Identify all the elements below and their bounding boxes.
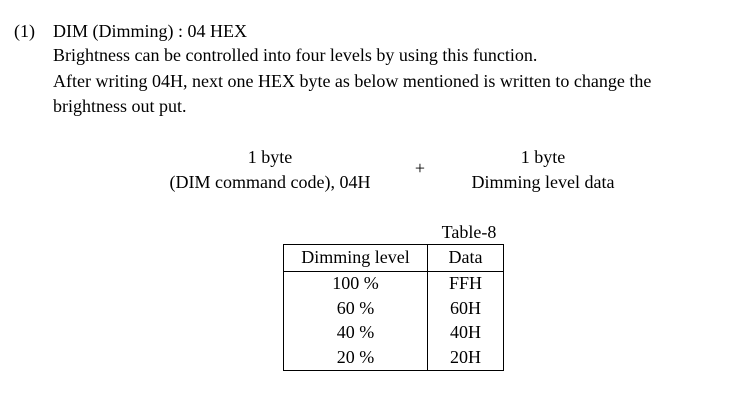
column-header-dimming-level: Dimming level [283,244,428,272]
dimming-level-cell: 100 % [332,273,379,294]
description-line: brightness out put. [53,96,187,116]
data-cell: FFH [427,271,504,297]
item-number: (1) [14,21,35,41]
table-row: 20 % 20H [284,345,504,371]
section-heading: DIM (Dimming) : 04 HEX [53,21,247,41]
data-byte-size: 1 byte [520,147,566,167]
data-cell: 60H [427,296,504,321]
data-byte-description: Dimming level data [471,172,615,192]
description-line: Brightness can be controlled into four l… [53,45,538,65]
description-line: After writing 04H, next one HEX byte as … [53,71,652,91]
table-header-row: Dimming level Data [283,244,504,272]
command-byte-size: 1 byte [247,147,293,167]
data-cell: 20H [427,345,504,371]
table-row: 60 % 60H [284,296,504,321]
data-cell: 40H [427,321,504,346]
table-caption: Table-8 [441,222,497,242]
table-row: 40 % 40H [284,321,504,346]
plus-operator: + [414,158,426,178]
table-row: 100 % FFH [284,271,504,297]
command-byte-description: (DIM command code), 04H [169,172,371,192]
dimming-level-table: Dimming level Data 100 % FFH 60 % 60H 40… [283,244,504,371]
dimming-level-cell: 40 % [336,322,375,343]
column-header-data: Data [427,244,504,272]
dimming-level-cell: 60 % [336,297,375,318]
dimming-level-cell: 20 % [336,346,375,367]
